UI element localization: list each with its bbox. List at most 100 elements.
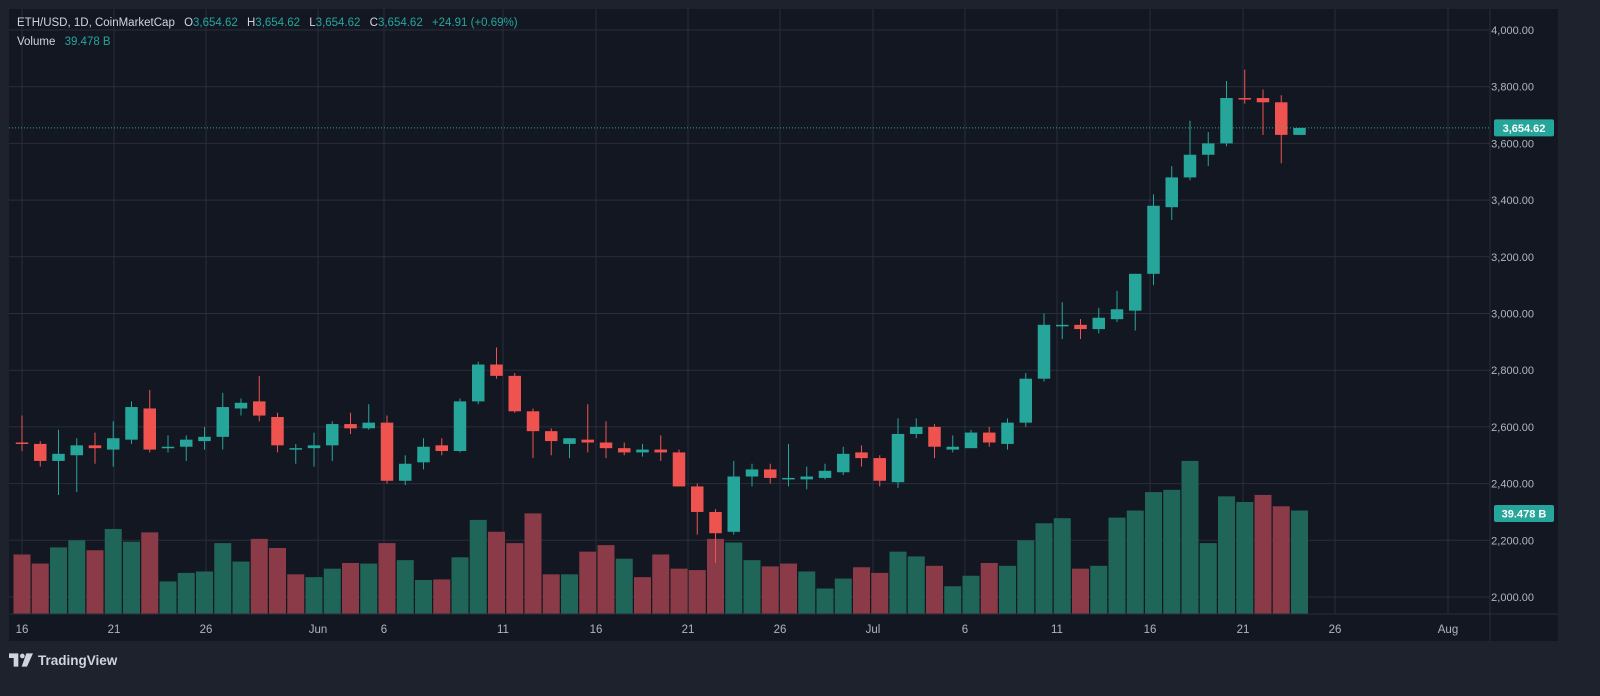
volume-key[interactable]: Volume: [17, 36, 56, 48]
candle-up[interactable]: [307, 432, 321, 467]
candle-down[interactable]: [545, 428, 558, 456]
ohlc-legend: ETH/USD, 1D, CoinMarketCap O3,654.62 H3,…: [17, 17, 518, 29]
candle-body: [362, 422, 375, 429]
candle-up[interactable]: [946, 435, 960, 453]
candle-down[interactable]: [855, 445, 868, 467]
volume-bar: [1145, 492, 1162, 614]
candle-body: [709, 511, 722, 534]
candle-down[interactable]: [873, 455, 887, 487]
candle-down[interactable]: [983, 426, 996, 447]
candle-down[interactable]: [618, 442, 631, 456]
candle-up[interactable]: [180, 435, 193, 461]
candle-body: [52, 453, 65, 461]
candle-up[interactable]: [1019, 373, 1033, 427]
candle-down[interactable]: [1074, 319, 1087, 340]
candle-down[interactable]: [1256, 89, 1270, 135]
candle-up[interactable]: [563, 438, 576, 459]
change-value: +24.91 (+0.69%): [431, 17, 518, 29]
candle-up[interactable]: [800, 466, 814, 490]
candle-down[interactable]: [764, 463, 777, 484]
volume-bar: [177, 572, 195, 614]
candle-up[interactable]: [1202, 132, 1215, 167]
candle-up[interactable]: [216, 392, 230, 450]
candle-down[interactable]: [581, 404, 595, 453]
candle-body: [545, 431, 558, 442]
candle-down[interactable]: [654, 435, 668, 461]
candle-down[interactable]: [1275, 95, 1288, 164]
volume-bar: [1254, 494, 1272, 614]
candle-body: [636, 449, 649, 453]
candle-up[interactable]: [782, 443, 795, 487]
candle-up[interactable]: [198, 426, 211, 450]
candle-body: [253, 401, 266, 416]
candle-up[interactable]: [399, 455, 412, 486]
candle-body: [1293, 127, 1306, 135]
close-value: 3,654.62: [377, 17, 423, 29]
symbol-label[interactable]: ETH/USD, 1D, CoinMarketCap: [17, 17, 175, 29]
candle-down[interactable]: [928, 424, 941, 459]
candle-up[interactable]: [289, 443, 303, 464]
candle-up[interactable]: [1129, 273, 1142, 331]
candle-down[interactable]: [599, 421, 613, 459]
candle-up[interactable]: [1165, 166, 1179, 220]
time-tick-label: 11: [1051, 624, 1063, 636]
candle-down[interactable]: [435, 438, 449, 456]
close-key: C: [369, 17, 378, 29]
candle-up[interactable]: [837, 446, 850, 476]
candle-down[interactable]: [490, 347, 503, 379]
time-tick-label: 26: [774, 624, 787, 636]
candle-down[interactable]: [15, 415, 29, 451]
candle-down[interactable]: [709, 509, 722, 563]
candle-up[interactable]: [1293, 127, 1306, 135]
candle-up[interactable]: [1220, 81, 1233, 147]
candle-up[interactable]: [1147, 194, 1160, 286]
volume-bar: [926, 565, 943, 614]
candle-body: [910, 426, 923, 434]
candle-up[interactable]: [52, 429, 65, 495]
candle-down[interactable]: [271, 412, 284, 453]
candle-down[interactable]: [253, 375, 266, 422]
candle-down[interactable]: [34, 441, 47, 467]
candle-up[interactable]: [125, 401, 138, 444]
candle-up[interactable]: [1183, 120, 1197, 181]
candle-up[interactable]: [107, 421, 120, 467]
candle-down[interactable]: [672, 449, 686, 487]
candle-down[interactable]: [88, 432, 102, 464]
candle-up[interactable]: [910, 418, 923, 439]
candle-up[interactable]: [453, 398, 467, 453]
candle-down[interactable]: [1238, 69, 1252, 104]
candle-up[interactable]: [326, 421, 339, 461]
tradingview-brand[interactable]: TradingView: [9, 652, 117, 668]
candle-body: [964, 432, 978, 449]
candle-body: [1037, 324, 1051, 379]
candle-up[interactable]: [161, 435, 175, 453]
candle-up[interactable]: [636, 443, 649, 457]
volume-legend: Volume 39.478 B: [17, 36, 111, 48]
candle-down[interactable]: [508, 373, 522, 413]
candle-up[interactable]: [1056, 302, 1069, 340]
volume-bar: [1126, 510, 1144, 614]
candle-down[interactable]: [691, 483, 704, 535]
candle-up[interactable]: [1110, 290, 1124, 323]
candle-down[interactable]: [380, 415, 394, 484]
candle-down[interactable]: [526, 408, 540, 459]
candle-up[interactable]: [891, 418, 905, 488]
candle-up[interactable]: [472, 361, 485, 405]
candle-up[interactable]: [727, 460, 741, 535]
time-axis: 16 21 26 Jun 6 11 16 21 26 Jul 6 11 16 21 26 Aug: [16, 624, 1459, 636]
candle-up[interactable]: [964, 429, 978, 449]
candle-down[interactable]: [344, 412, 357, 434]
volume-bar: [944, 586, 962, 614]
open-key: O: [184, 17, 194, 29]
candle-up[interactable]: [1092, 307, 1106, 334]
candle-down[interactable]: [143, 390, 157, 453]
candle-up[interactable]: [745, 463, 759, 487]
candle-up[interactable]: [362, 404, 376, 430]
candle-up[interactable]: [1037, 313, 1051, 382]
candle-up[interactable]: [1001, 418, 1014, 450]
candle-up[interactable]: [818, 463, 832, 480]
candle-up[interactable]: [417, 438, 430, 470]
candle-up[interactable]: [70, 438, 84, 493]
candle-up[interactable]: [234, 398, 248, 416]
